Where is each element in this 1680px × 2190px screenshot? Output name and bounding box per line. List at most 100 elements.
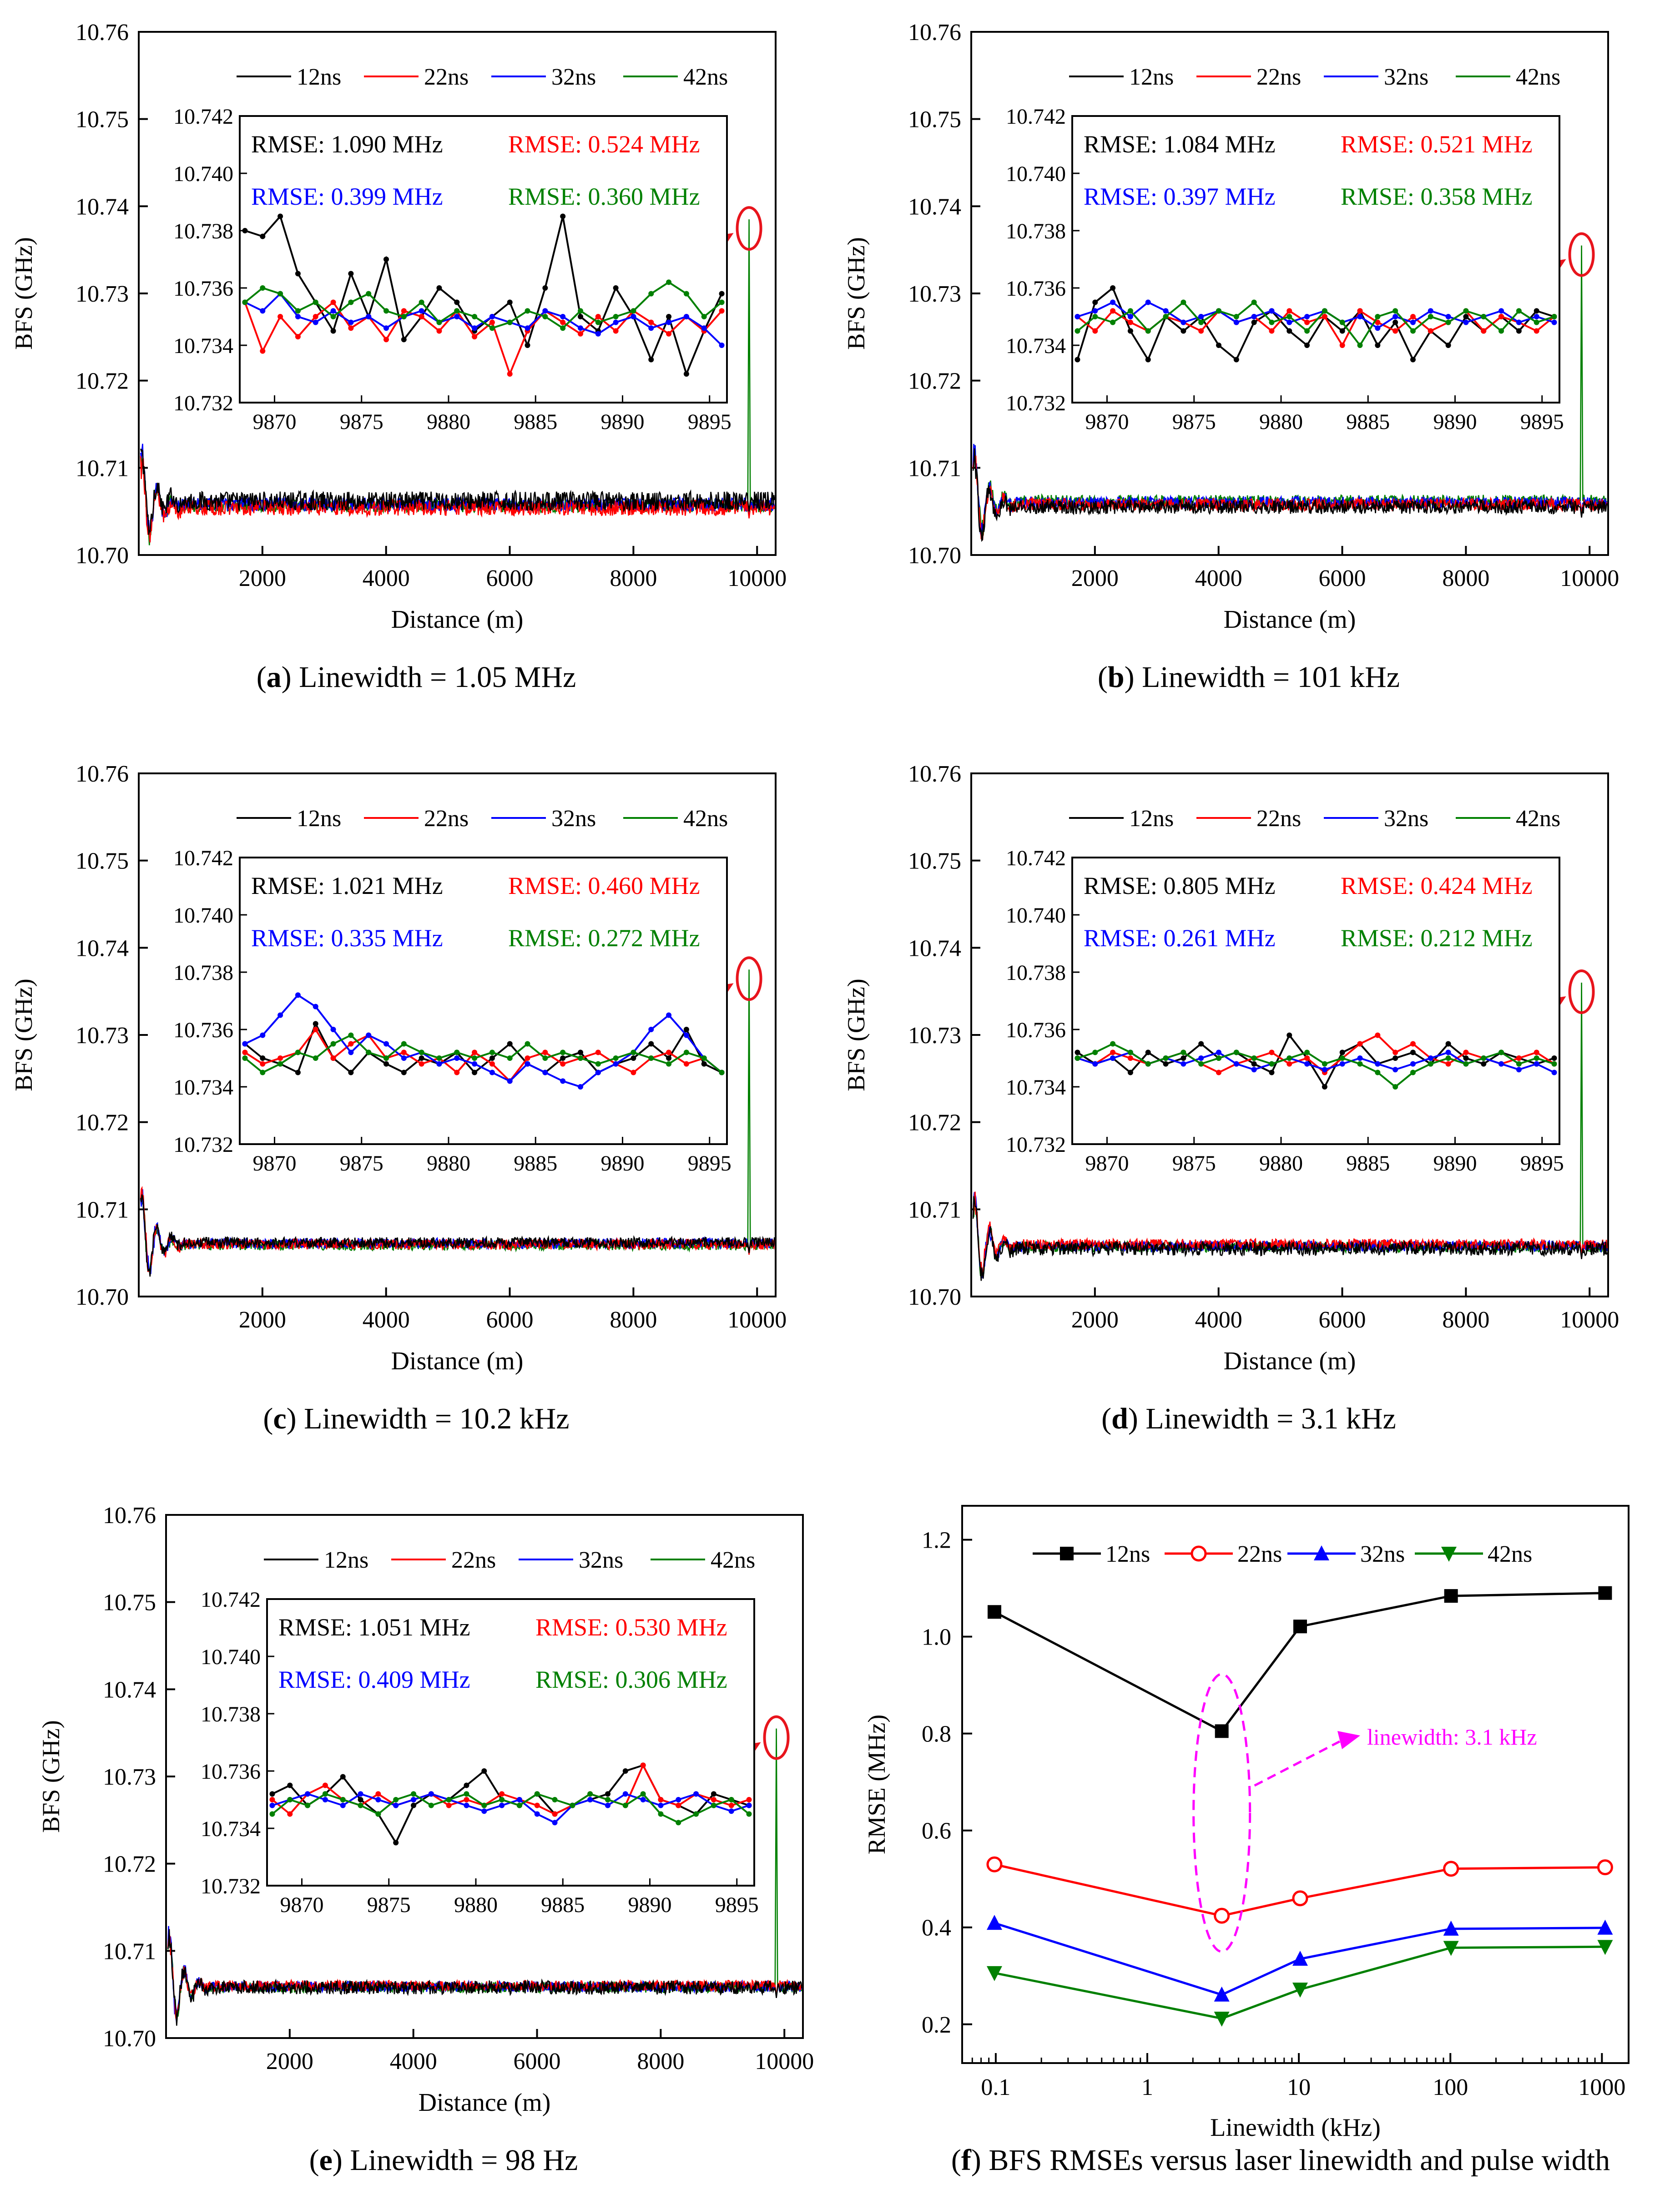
inset-point-12ns (1163, 1061, 1169, 1067)
inset-point-22ns (595, 1050, 601, 1055)
inset-point-32ns (1516, 1067, 1522, 1073)
inset-point-42ns (464, 1791, 469, 1797)
inset-point-42ns (1498, 1050, 1504, 1055)
caption-paren-open: ( (309, 2144, 319, 2177)
inset-point-32ns (648, 1027, 654, 1032)
inset-point-12ns (1375, 343, 1381, 348)
inset-point-12ns (1092, 299, 1098, 305)
inset-point-12ns (507, 1041, 513, 1047)
inset-point-32ns (1127, 314, 1133, 319)
inset-point-32ns (1181, 1061, 1186, 1067)
legend-label-12ns: 12ns (1105, 1541, 1150, 1567)
y-tick-label: 0.4 (922, 1915, 951, 1941)
inset-point-32ns (534, 1811, 540, 1817)
inset-point-22ns (552, 1811, 558, 1817)
inset-point-22ns (330, 299, 336, 305)
marker-12ns (1444, 1589, 1458, 1603)
inset-point-42ns (1251, 299, 1257, 305)
inset-point-32ns (658, 1802, 664, 1808)
inset-series-line-42ns (244, 1034, 722, 1074)
inset-x-tick-label: 9870 (280, 1893, 324, 1917)
inset-point-22ns (1110, 308, 1116, 314)
inset-point-42ns (570, 1802, 575, 1808)
inset-x-tick-label: 9890 (601, 410, 645, 434)
y-tick-label: 10.71 (908, 455, 961, 481)
inset-point-42ns (1269, 319, 1275, 325)
inset-point-12ns (1339, 1050, 1345, 1055)
y-tick-label: 10.74 (76, 194, 129, 220)
inset-point-42ns (560, 1050, 566, 1055)
y-tick-label: 10.72 (908, 368, 961, 394)
inset-point-42ns (428, 1802, 434, 1808)
inset-point-22ns (472, 334, 478, 340)
y-tick-label: 10.74 (908, 935, 961, 961)
inset-point-12ns (1145, 357, 1151, 363)
x-tick-label: 10000 (1560, 1307, 1619, 1333)
rmse-label-12ns: RMSE: 1.051 MHz (278, 1614, 470, 1641)
inset-point-32ns (631, 314, 636, 319)
inset-point-22ns (1286, 1061, 1292, 1067)
y-tick-label: 10.71 (908, 1197, 961, 1223)
inset-point-42ns (1410, 1070, 1416, 1075)
inset-x-tick-label: 9875 (1172, 1151, 1216, 1176)
inset-point-12ns (269, 1791, 275, 1797)
inset-point-42ns (1216, 308, 1222, 314)
marker-32ns (1443, 1920, 1459, 1936)
inset-point-32ns (1181, 319, 1186, 325)
inset-point-12ns (560, 213, 566, 219)
rmse-label-12ns: RMSE: 1.021 MHz (251, 872, 443, 899)
inset-point-32ns (428, 1791, 434, 1797)
y-tick-label: 10.73 (103, 1764, 156, 1790)
rmse-label-12ns: RMSE: 1.090 MHz (251, 131, 443, 158)
legend-label-32ns: 32ns (551, 806, 596, 832)
inset-point-12ns (683, 371, 689, 377)
inset-point-12ns (1233, 357, 1239, 363)
inset-x-tick-label: 9875 (340, 1151, 383, 1176)
inset-point-42ns (322, 1791, 328, 1797)
rmse-label-22ns: RMSE: 0.524 MHz (508, 131, 700, 158)
y-tick-label: 10.74 (76, 935, 129, 961)
x-tick-label: 8000 (637, 2049, 684, 2074)
panel-caption: (c) Linewidth = 10.2 kHz (263, 1402, 569, 1435)
inset-y-tick-label: 10.732 (173, 1133, 233, 1157)
spike-highlight-circle (1568, 232, 1595, 277)
inset-point-22ns (595, 314, 601, 319)
inset-point-42ns (340, 1797, 346, 1802)
inset-point-32ns (613, 319, 619, 325)
inset-point-12ns (340, 1774, 346, 1780)
y-tick-label: 0.6 (922, 1818, 951, 1844)
inset-point-32ns (577, 325, 583, 331)
inset-point-12ns (622, 1768, 628, 1774)
inset-point-22ns (1127, 1055, 1133, 1061)
inset-point-12ns (1198, 1041, 1204, 1047)
inset-point-22ns (489, 1061, 495, 1067)
marker-22ns (1214, 1907, 1230, 1924)
inset-point-42ns (260, 285, 266, 291)
inset-point-42ns (1551, 1061, 1557, 1067)
inset-point-32ns (1357, 1055, 1363, 1061)
inset-point-12ns (631, 1055, 636, 1061)
inset-point-22ns (436, 328, 442, 334)
inset-point-32ns (1110, 299, 1116, 305)
rmse-label-12ns: RMSE: 0.805 MHz (1084, 872, 1276, 899)
spike-highlight-circle (763, 1715, 790, 1760)
legend-marker-32ns (1314, 1545, 1329, 1560)
inset-point-22ns (525, 1055, 530, 1061)
inset-point-42ns (1463, 1061, 1469, 1067)
x-tick-label: 6000 (486, 565, 534, 591)
inset-point-12ns (1304, 343, 1310, 348)
inset-point-32ns (436, 1061, 442, 1067)
inset-point-22ns (728, 1802, 734, 1808)
inset-point-32ns (1304, 314, 1310, 319)
inset-point-42ns (516, 1802, 522, 1808)
inset-point-32ns (1445, 314, 1451, 319)
inset-point-32ns (1110, 1055, 1116, 1061)
legend-label-32ns: 32ns (1360, 1541, 1405, 1567)
inset-point-42ns (683, 1050, 689, 1055)
inset-point-22ns (499, 1791, 505, 1797)
inset-point-22ns (1110, 1050, 1116, 1055)
legend-label-42ns: 42ns (711, 1547, 755, 1573)
inset-y-tick-label: 10.736 (1006, 1018, 1066, 1042)
x-axis-label: Linewidth (kHz) (1210, 2114, 1381, 2142)
